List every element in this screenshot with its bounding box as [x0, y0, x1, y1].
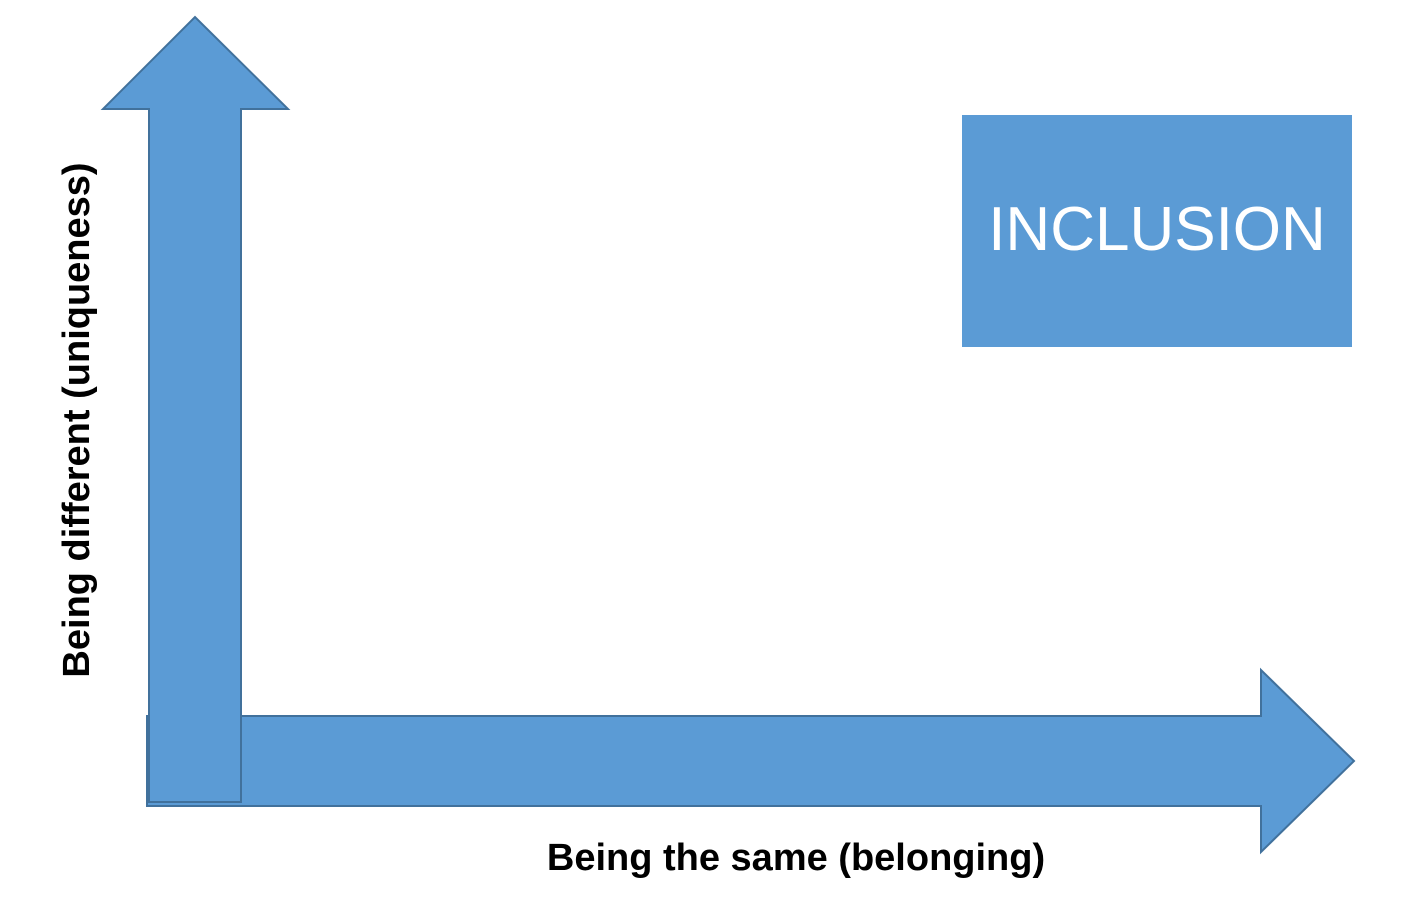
x-axis-arrow [146, 667, 1356, 855]
inclusion-box [962, 115, 1352, 347]
y-axis-arrow [100, 15, 291, 803]
y-axis-label: Being different (uniqueness) [56, 162, 98, 677]
x-axis-label: Being the same (belonging) [547, 837, 1045, 879]
inclusion-box-label: INCLUSION [988, 195, 1326, 264]
